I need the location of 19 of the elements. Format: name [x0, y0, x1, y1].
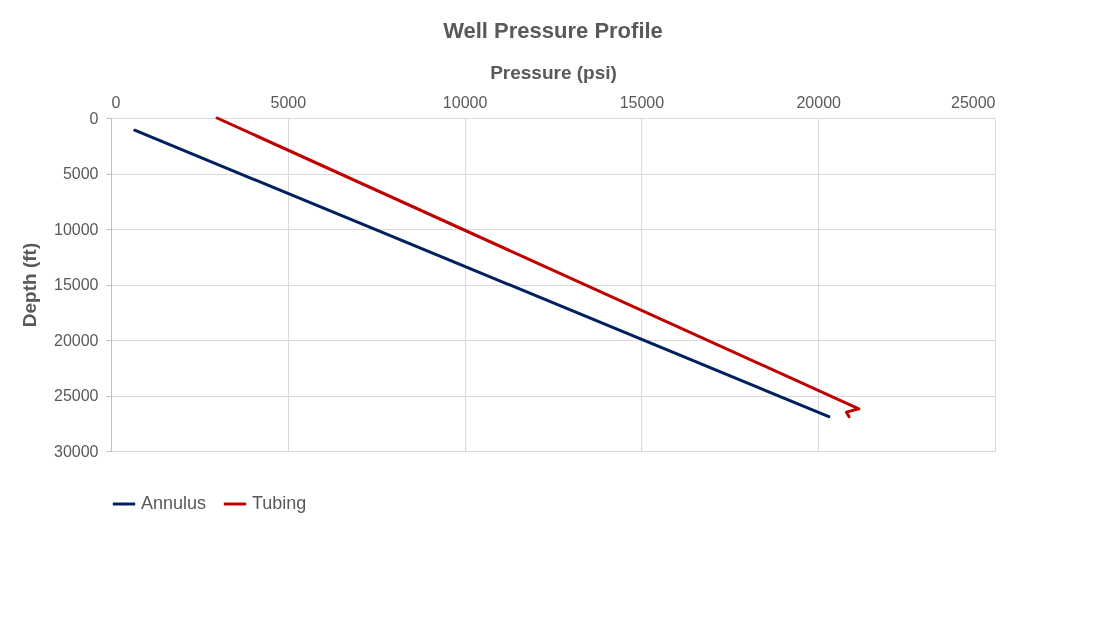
- x-tick-label: 25000: [951, 93, 996, 111]
- x-tick-label: 15000: [619, 93, 665, 111]
- y-tick-label: 25000: [54, 387, 99, 404]
- legend-label: Annulus: [141, 493, 207, 513]
- x-tick-label: 10000: [442, 93, 488, 111]
- x-tick-label: 5000: [270, 93, 307, 111]
- y-tick-label: 30000: [54, 442, 99, 460]
- x-axis-title: Pressure (psi): [490, 61, 617, 83]
- y-tick-label: 15000: [54, 276, 99, 293]
- y-tick-label: 5000: [62, 165, 99, 182]
- x-tick-label: 20000: [796, 93, 842, 111]
- chart-title: Well Pressure Profile: [443, 18, 663, 43]
- legend-label: Tubing: [252, 493, 307, 513]
- x-tick-label: 0: [111, 93, 121, 111]
- y-axis-title: Depth (ft): [19, 242, 41, 328]
- y-tick-label: 20000: [54, 331, 99, 349]
- y-tick-label: 0: [89, 109, 99, 127]
- y-tick-label: 10000: [54, 220, 99, 238]
- line-series: [215, 116, 861, 419]
